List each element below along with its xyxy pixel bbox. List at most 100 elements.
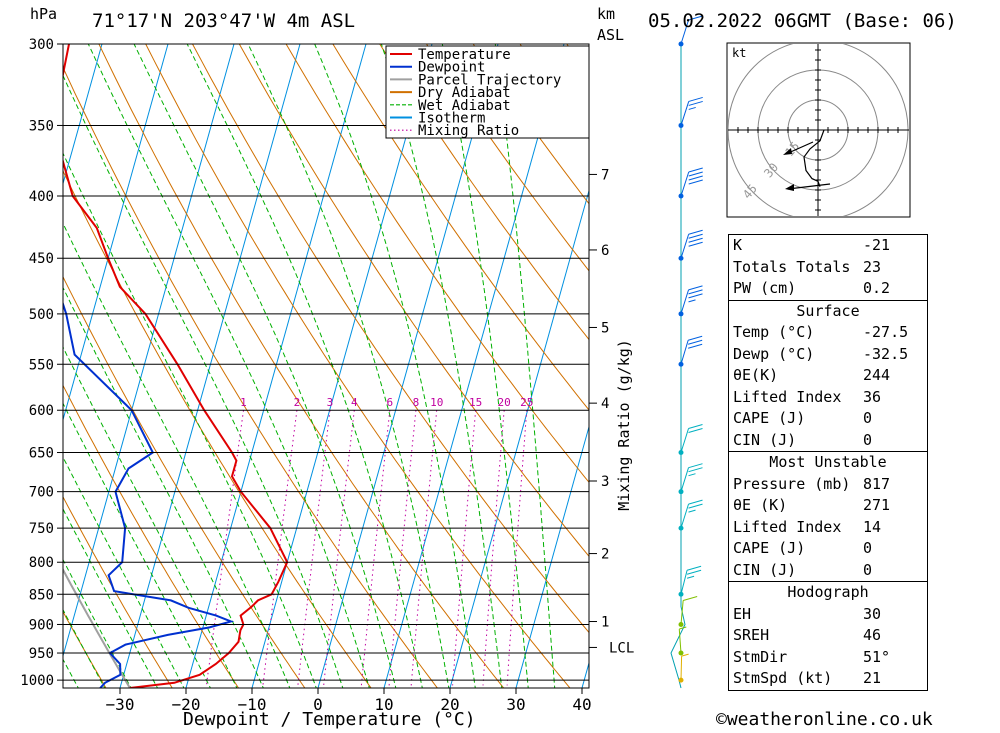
wet-adiabat-line <box>380 44 503 688</box>
pressure-tick-label: 1000 <box>20 673 54 689</box>
wet-adiabat-line <box>63 74 344 688</box>
wind-barb-flag <box>688 229 703 235</box>
wind-barb-staff <box>680 289 689 315</box>
header-units-km: km <box>597 5 616 23</box>
pressure-tick-label: 800 <box>29 555 54 571</box>
wet-adiabat-line <box>63 152 317 688</box>
mixing-ratio-line <box>323 410 355 686</box>
wind-barb-flag <box>688 428 703 434</box>
wet-adiabat-line <box>494 44 556 688</box>
footer-copyright[interactable]: ©weatheronline.co.uk <box>716 709 933 730</box>
km-tick-label: 3 <box>601 474 609 490</box>
mixing-ratio-axis-label: Mixing Ratio (g/kg) <box>615 339 633 511</box>
index-label: Pressure (mb) <box>733 474 851 493</box>
pressure-tick-label: 350 <box>29 118 54 134</box>
wind-barb-staff <box>680 234 690 259</box>
pressure-tick-label: 450 <box>29 251 54 267</box>
index-label: EH <box>733 604 752 623</box>
wind-barb-half <box>688 509 696 513</box>
wind-barb-flag <box>688 339 703 345</box>
index-value: -27.5 <box>863 323 909 341</box>
wind-barb <box>678 626 687 656</box>
index-value: 23 <box>863 257 882 276</box>
plot-frame <box>62 43 590 689</box>
km-tick-label: 4 <box>601 396 609 412</box>
mixing-ratio-line <box>482 410 505 686</box>
wind-barb <box>678 167 703 199</box>
legend-label: Parcel Trajectory <box>418 72 561 88</box>
wind-barb-flag <box>688 424 703 430</box>
pressure-tick-label: 950 <box>29 646 54 662</box>
wind-barb <box>678 653 689 683</box>
index-value: 817 <box>863 474 891 493</box>
mean-wind-arrow <box>787 183 831 190</box>
wind-barb-flag <box>688 503 703 509</box>
wind-barb-flag <box>688 233 703 239</box>
header-units-hpa: hPa <box>30 5 58 23</box>
dry-adiabat-line <box>285 44 589 484</box>
index-value: 51° <box>863 647 891 666</box>
index-value: 0.2 <box>863 279 891 297</box>
index-label: PW (cm) <box>733 279 797 297</box>
x-tick-label: 30 <box>506 695 525 714</box>
wind-barb-half <box>686 575 695 579</box>
pressure-tick-label: 850 <box>29 587 54 603</box>
km-tick-label: LCL <box>609 640 634 656</box>
isotherm-line <box>449 188 589 688</box>
pressure-tick-label: 650 <box>29 446 54 462</box>
wind-barb-staff <box>680 428 689 453</box>
wind-barb-flag <box>688 467 703 473</box>
dry-adiabat-line <box>63 169 372 688</box>
wind-barb-flag <box>688 237 703 243</box>
wind-profile-line <box>670 44 686 689</box>
legend-label: Wet Adiabat <box>418 98 511 114</box>
index-value: -21 <box>863 236 891 254</box>
pressure-tick-label: 550 <box>29 357 54 373</box>
wind-barb-flag <box>688 171 703 177</box>
mixing-ratio-label: 25 <box>520 396 533 409</box>
mixing-ratio-line <box>410 410 438 686</box>
x-tick-label: 20 <box>440 695 459 714</box>
index-value: 0 <box>863 539 873 557</box>
wind-barb <box>678 96 703 128</box>
wind-barb <box>678 285 703 317</box>
mixing-ratio-label: 10 <box>430 396 443 409</box>
x-tick-label: 10 <box>374 695 393 714</box>
mixing-ratio-line <box>452 410 477 686</box>
wind-barb-flag <box>688 285 703 291</box>
wind-barb-flag <box>688 96 703 102</box>
index-label: Lifted Index <box>733 387 842 406</box>
x-tick-label: −20 <box>172 695 201 714</box>
isotherm-line <box>251 44 433 688</box>
index-label: CAPE (J) <box>733 409 806 427</box>
wind-barb-staff <box>680 171 690 197</box>
hodograph-section-title: Hodograph <box>787 583 869 601</box>
wind-barb-flag <box>688 179 703 185</box>
wind-barb-staff <box>680 600 684 625</box>
mixing-ratio-label: 2 <box>294 396 301 409</box>
legend-label: Dewpoint <box>418 60 485 76</box>
wind-barb-half <box>681 653 689 657</box>
pressure-tick-label: 600 <box>29 403 54 419</box>
isotherm-line <box>63 44 103 186</box>
storm-motion-arrowhead <box>783 148 792 155</box>
index-label: CIN (J) <box>733 430 797 449</box>
wind-barb-half <box>688 106 696 110</box>
wind-barb-staff <box>680 656 683 681</box>
x-tick-label: 0 <box>313 695 323 714</box>
wind-barb-staff <box>680 101 690 126</box>
parcel-trajectory-line <box>63 567 131 688</box>
dry-adiabat-line <box>98 44 505 688</box>
index-label: θE(K) <box>733 366 779 384</box>
index-value: 46 <box>863 626 882 644</box>
index-value: 21 <box>863 669 882 687</box>
legend-label: Dry Adiabat <box>418 85 511 101</box>
dry-adiabat-line <box>238 44 589 558</box>
pressure-tick-label: 700 <box>29 485 54 501</box>
wind-barb-half <box>688 299 696 303</box>
legend-box <box>385 45 590 139</box>
wind-barb <box>678 15 703 47</box>
legend-label: Isotherm <box>418 111 485 127</box>
wind-barb-staff <box>680 467 689 492</box>
mixing-ratio-line <box>506 410 528 686</box>
